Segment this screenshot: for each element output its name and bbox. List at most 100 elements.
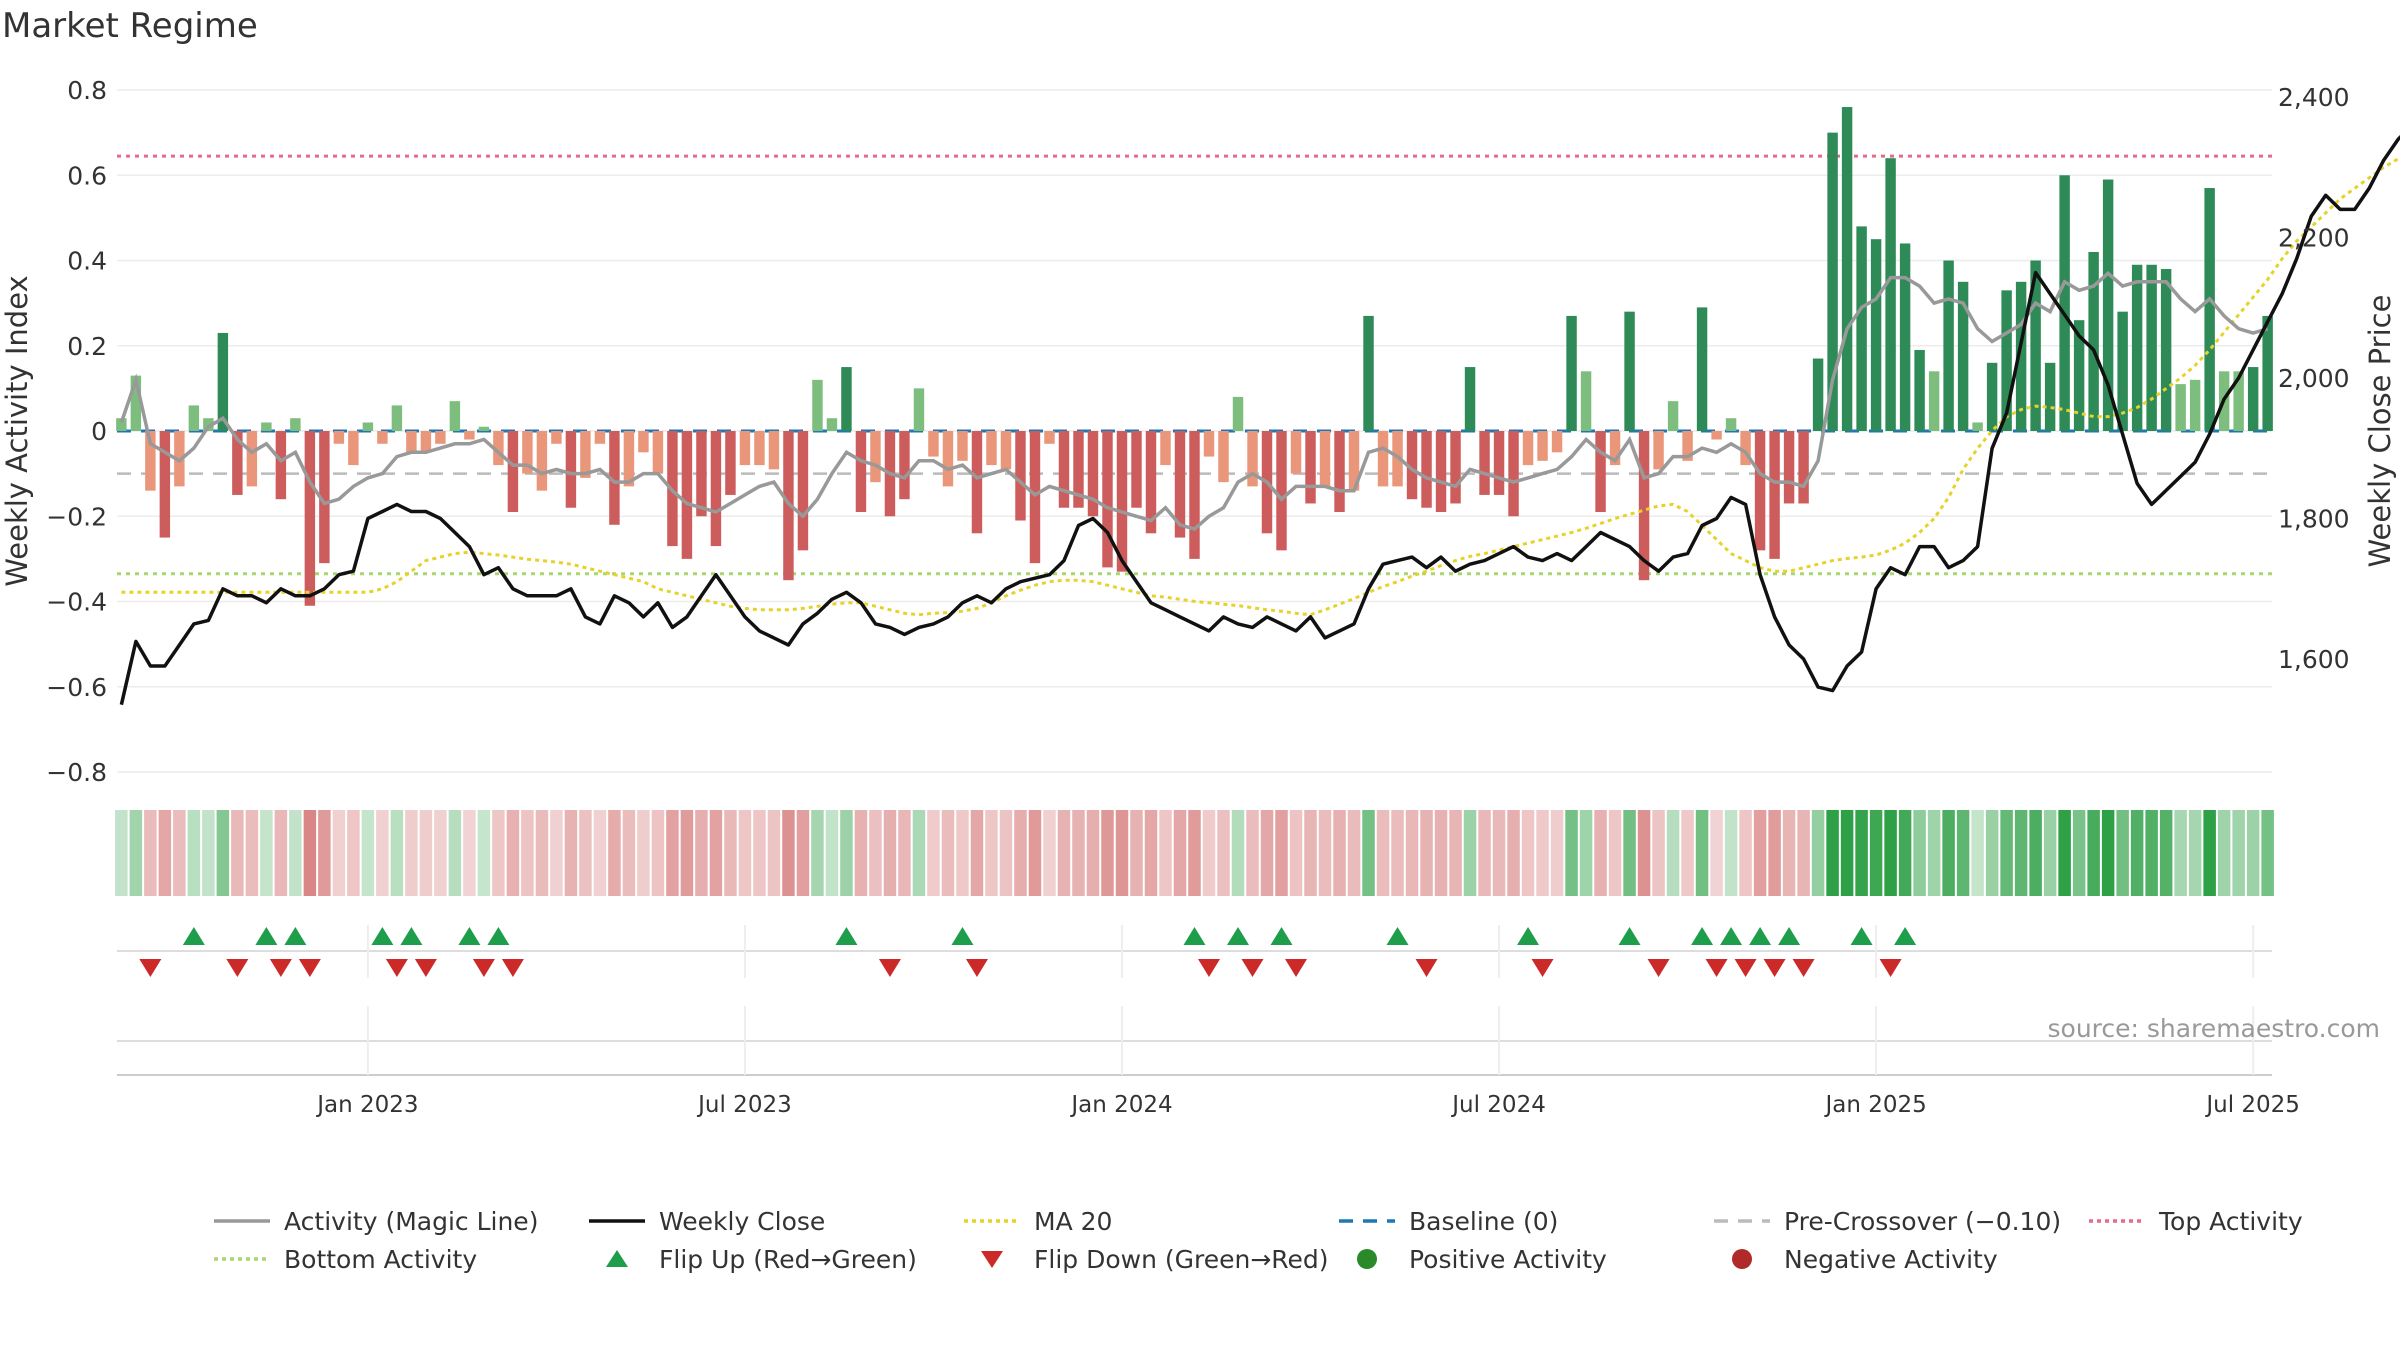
activity-bar bbox=[464, 431, 475, 440]
regime-cell bbox=[2217, 810, 2231, 896]
axes: 0.8 0.6 0.4 0.2 0 −0.2 −0.4 −0.6 −0.8 2,400 2,200 2… bbox=[0, 76, 2397, 787]
flip-down-marker bbox=[1647, 959, 1670, 977]
legend-item[interactable]: Baseline (0) bbox=[1335, 1206, 1558, 1236]
regime-cell bbox=[927, 810, 940, 896]
activity-bar bbox=[768, 431, 780, 470]
activity-bar bbox=[1363, 315, 1374, 431]
line-series bbox=[119, 135, 2400, 706]
activity-bar bbox=[2146, 264, 2157, 431]
flip-up-marker bbox=[371, 927, 394, 945]
legend-item[interactable]: Activity (Magic Line) bbox=[210, 1206, 538, 1236]
regime-cell bbox=[622, 810, 636, 896]
legend-item[interactable]: Top Activity bbox=[2085, 1206, 2303, 1236]
activity-bar bbox=[1972, 422, 1983, 431]
activity-bar bbox=[1116, 431, 1128, 572]
activity-bar bbox=[754, 431, 765, 466]
legend-item[interactable]: Pre-Crossover (−0.10) bbox=[1710, 1206, 2061, 1236]
legend-item[interactable]: Flip Up (Red→Green) bbox=[585, 1244, 917, 1274]
activity-bar bbox=[1406, 431, 1418, 500]
regime-cell bbox=[1565, 810, 1578, 896]
flip-up-marker bbox=[1183, 927, 1206, 945]
activity-bar bbox=[1812, 358, 1824, 431]
activity-bar bbox=[1203, 431, 1215, 457]
legend-label: Flip Up (Red→Green) bbox=[659, 1244, 917, 1274]
activity-bar bbox=[1087, 431, 1099, 517]
activity-bar bbox=[1247, 431, 1258, 487]
activity-bar bbox=[1899, 243, 1911, 431]
activity-bar bbox=[2102, 179, 2114, 431]
regime-cell bbox=[1333, 810, 1346, 896]
regime-cell bbox=[405, 810, 418, 896]
flip-up-marker bbox=[1618, 927, 1641, 945]
activity-bar bbox=[1682, 431, 1693, 461]
regime-cell bbox=[898, 810, 911, 896]
legend-label: Activity (Magic Line) bbox=[284, 1206, 539, 1236]
regime-cell bbox=[303, 810, 317, 896]
regime-cell bbox=[1927, 810, 1941, 896]
flip-down-marker bbox=[385, 959, 408, 977]
regime-cell bbox=[695, 810, 708, 896]
activity-bar bbox=[1102, 431, 1113, 568]
activity-bars bbox=[116, 107, 2273, 606]
regime-cell bbox=[2145, 810, 2158, 896]
regime-cell bbox=[2087, 810, 2100, 896]
activity-bar bbox=[797, 431, 809, 551]
regime-cell bbox=[1318, 810, 1332, 896]
regime-cell bbox=[1028, 810, 1042, 896]
legend-label: Negative Activity bbox=[1784, 1244, 1998, 1274]
regime-cell bbox=[680, 810, 694, 896]
flip-down-marker bbox=[878, 959, 901, 977]
activity-bar bbox=[913, 388, 925, 431]
regime-cell bbox=[419, 810, 433, 896]
activity-bar bbox=[261, 422, 272, 431]
regime-cell bbox=[1449, 810, 1462, 896]
flip-down-marker bbox=[1734, 959, 1757, 977]
activity-bar bbox=[623, 431, 635, 487]
legend-label: Bottom Activity bbox=[284, 1244, 478, 1274]
flip-down-marker bbox=[1705, 959, 1728, 977]
activity-bar bbox=[2233, 371, 2244, 431]
activity-bar bbox=[319, 431, 330, 564]
market-regime-chart: 0.8 0.6 0.4 0.2 0 −0.2 −0.4 −0.6 −0.8 2,400 2,200 2… bbox=[0, 76, 2400, 1118]
regime-cell bbox=[1304, 810, 1317, 896]
flip-up-marker bbox=[835, 927, 858, 945]
regime-cell bbox=[1289, 810, 1303, 896]
activity-bar bbox=[1000, 431, 1012, 470]
y2-tick-label: 1,800 bbox=[2278, 505, 2350, 534]
activity-bar bbox=[855, 431, 867, 512]
legend-item[interactable]: Negative Activity bbox=[1710, 1244, 1998, 1274]
activity-bar bbox=[1493, 431, 1505, 495]
regime-cell bbox=[1695, 810, 1709, 896]
activity-bar bbox=[478, 426, 490, 431]
legend-item[interactable]: Flip Down (Green→Red) bbox=[960, 1244, 1329, 1274]
regime-cell bbox=[1898, 810, 1912, 896]
flip-down-marker bbox=[1792, 959, 1815, 977]
regime-cell bbox=[187, 810, 201, 896]
ma20-line bbox=[121, 156, 2400, 617]
legend-item[interactable]: MA 20 bbox=[960, 1206, 1112, 1236]
regime-cell bbox=[2246, 810, 2260, 896]
activity-bar bbox=[1160, 431, 1171, 466]
legend-swatch bbox=[1714, 1219, 1770, 1223]
activity-bar bbox=[551, 431, 562, 444]
activity-bar bbox=[739, 431, 751, 466]
regime-cell bbox=[1275, 810, 1288, 896]
legend-swatch bbox=[1357, 1249, 1377, 1269]
activity-bar bbox=[580, 431, 591, 478]
legend-item[interactable]: Weekly Close bbox=[585, 1206, 825, 1236]
activity-bar bbox=[812, 379, 823, 431]
activity-bar bbox=[1189, 431, 1200, 559]
activity-bar bbox=[232, 431, 243, 495]
regime-cell bbox=[1724, 810, 1738, 896]
flip-up-marker bbox=[458, 927, 481, 945]
flip-down-marker bbox=[269, 959, 292, 977]
legend-item[interactable]: Positive Activity bbox=[1335, 1244, 1607, 1274]
legend-item[interactable]: Bottom Activity bbox=[210, 1244, 477, 1274]
regime-cell bbox=[1159, 810, 1172, 896]
regime-cell bbox=[550, 810, 563, 896]
activity-bar bbox=[2160, 269, 2172, 431]
regime-cell bbox=[1666, 810, 1680, 896]
x-tick-label: Jan 2024 bbox=[1069, 1092, 1172, 1118]
regime-cell bbox=[1550, 810, 1564, 896]
activity-bar bbox=[1595, 431, 1606, 512]
